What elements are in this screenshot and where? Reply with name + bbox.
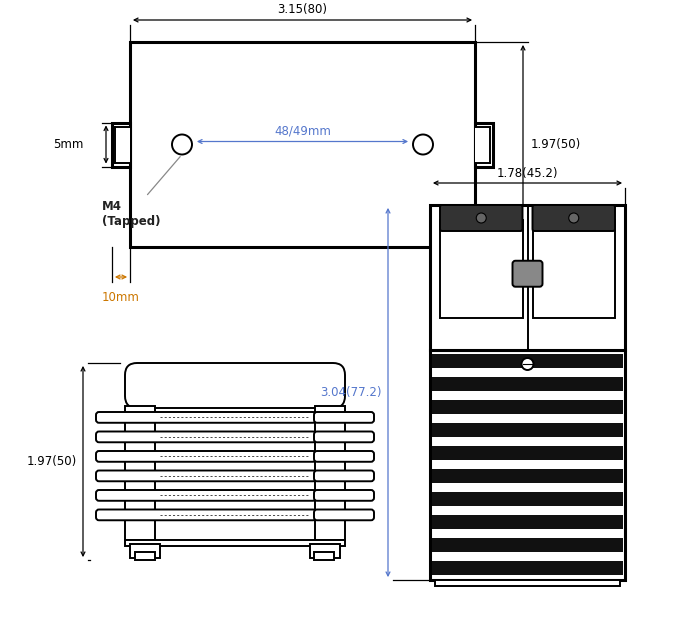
Bar (315, 406, 345, 540)
Bar (432, 515, 623, 529)
Text: 48/49mm: 48/49mm (274, 125, 331, 138)
Bar (125, 540, 345, 546)
Bar (432, 377, 623, 391)
FancyBboxPatch shape (440, 205, 523, 231)
Bar (432, 492, 623, 506)
Text: 10mm: 10mm (102, 291, 140, 304)
Bar (130, 42, 475, 247)
Text: 3.04(77.2): 3.04(77.2) (320, 386, 382, 399)
Bar (430, 350, 625, 580)
Bar (532, 219, 615, 318)
FancyBboxPatch shape (96, 490, 316, 501)
FancyBboxPatch shape (96, 432, 316, 442)
Bar (314, 552, 334, 560)
Bar (432, 423, 623, 437)
FancyBboxPatch shape (314, 412, 374, 423)
Bar (135, 552, 155, 560)
FancyBboxPatch shape (314, 471, 374, 481)
Bar (432, 538, 623, 553)
FancyBboxPatch shape (96, 509, 316, 520)
Text: M4
(Tapped): M4 (Tapped) (102, 156, 180, 227)
Circle shape (569, 213, 579, 223)
Circle shape (172, 135, 192, 155)
Bar (430, 205, 625, 350)
Bar (432, 469, 623, 483)
Bar (115, 127, 130, 163)
Bar (432, 561, 623, 576)
FancyBboxPatch shape (314, 509, 374, 520)
FancyBboxPatch shape (512, 261, 543, 287)
Text: 3.15(80): 3.15(80) (277, 4, 327, 17)
Bar (440, 219, 523, 318)
Text: 1.97(50): 1.97(50) (26, 455, 77, 468)
Bar (475, 122, 493, 166)
Bar (432, 446, 623, 460)
Bar (432, 400, 623, 414)
Circle shape (476, 213, 486, 223)
Text: 5mm: 5mm (54, 138, 84, 151)
Bar (435, 580, 620, 586)
Text: 1.97(50): 1.97(50) (531, 138, 581, 151)
FancyBboxPatch shape (125, 363, 345, 408)
FancyBboxPatch shape (314, 490, 374, 501)
Bar (125, 406, 155, 540)
FancyBboxPatch shape (314, 432, 374, 442)
FancyBboxPatch shape (96, 471, 316, 481)
FancyBboxPatch shape (314, 451, 374, 462)
Bar (475, 127, 490, 163)
Circle shape (521, 358, 534, 370)
FancyBboxPatch shape (96, 412, 316, 423)
FancyBboxPatch shape (96, 451, 316, 462)
Bar (112, 122, 130, 166)
Bar (432, 354, 623, 368)
Text: 1.78(45.2): 1.78(45.2) (497, 166, 558, 179)
Bar (130, 544, 160, 558)
Circle shape (413, 135, 433, 155)
FancyBboxPatch shape (532, 205, 615, 231)
Bar (310, 544, 340, 558)
